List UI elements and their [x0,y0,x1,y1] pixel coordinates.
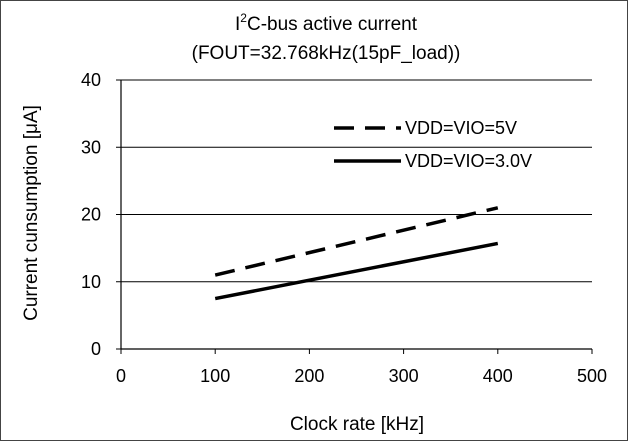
axes [116,79,593,354]
y-tick-label-40: 40 [81,70,101,90]
series-line-1 [214,241,499,301]
legend-label-0: VDD=VIO=5V [405,118,517,138]
legend: VDD=VIO=5V VDD=VIO=3.0V [334,118,532,171]
x-tick-label-400: 400 [483,366,513,386]
series-line-0 [214,206,499,277]
chart-title-line-2: (FOUT=32.768kHz(15pF_load)) [192,43,461,64]
series-lines [214,206,499,301]
x-tick-label-300: 300 [389,366,419,386]
y-tick-label-30: 30 [81,137,101,157]
gridlines [121,79,592,283]
x-tick-label-500: 500 [577,366,607,386]
x-axis-label: Clock rate [kHz] [290,414,424,435]
x-tick-label-0: 0 [116,366,126,386]
x-tick-label-200: 200 [294,366,324,386]
y-axis-label: Current cunsumption [μA] [21,105,42,321]
x-tick-label-100: 100 [200,366,230,386]
y-tick-label-10: 10 [81,272,101,292]
chart-title-line-1: I2C-bus active current [235,11,418,35]
y-tick-label-0: 0 [91,339,101,359]
y-tick-label-20: 20 [81,205,101,225]
legend-label-1: VDD=VIO=3.0V [405,151,532,171]
